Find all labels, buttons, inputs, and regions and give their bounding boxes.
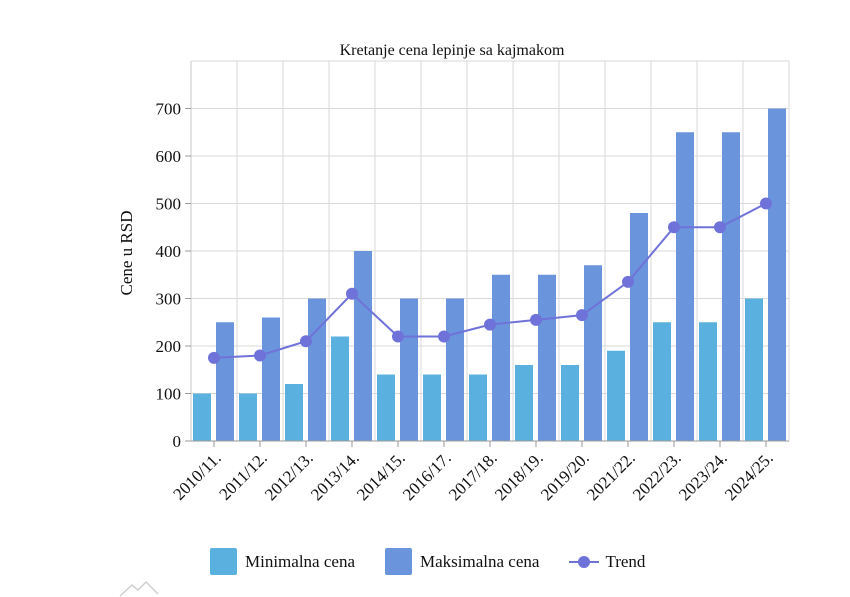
y-tick-label: 100 <box>156 385 182 404</box>
bar-min-9[interactable] <box>607 350 625 441</box>
legend-swatch-min <box>210 548 237 575</box>
trend-point-3[interactable] <box>346 287 358 300</box>
y-tick-label: 400 <box>156 242 182 261</box>
trend-point-9[interactable] <box>622 275 634 288</box>
trend-line <box>208 197 772 364</box>
trend-point-8[interactable] <box>576 309 588 322</box>
bar-min-1[interactable] <box>239 393 257 442</box>
trend-point-0[interactable] <box>208 351 220 364</box>
y-tick-label: 200 <box>156 337 182 356</box>
bar-min-10[interactable] <box>653 322 671 441</box>
bar-max-4[interactable] <box>400 298 418 442</box>
bar-max-3[interactable] <box>354 251 372 441</box>
x-tick-label: 2014/15. <box>353 448 409 504</box>
trend-point-4[interactable] <box>392 330 404 343</box>
bar-max-2[interactable] <box>308 298 326 442</box>
x-tick-label: 2023/24. <box>675 448 731 504</box>
trend-point-6[interactable] <box>484 318 496 331</box>
x-tick-label: 2019/20. <box>537 448 593 504</box>
bar-min-2[interactable] <box>285 384 303 441</box>
bar-min-7[interactable] <box>515 365 533 441</box>
bar-max-9[interactable] <box>630 213 648 441</box>
y-tick-label: 700 <box>156 100 182 119</box>
grid <box>191 61 790 441</box>
bar-max-7[interactable] <box>538 274 556 441</box>
trend-point-1[interactable] <box>254 349 266 362</box>
y-axis-label: Cene u RSD <box>117 211 136 296</box>
legend-label-min: Minimalna cena <box>245 551 355 571</box>
trend-point-12[interactable] <box>760 197 772 210</box>
bar-max-5[interactable] <box>446 298 464 442</box>
bar-max-11[interactable] <box>722 132 740 441</box>
x-tick-label: 2022/23. <box>629 448 685 504</box>
bar-max-6[interactable] <box>492 274 510 441</box>
legend-item-min[interactable]: Minimalna cena <box>210 548 355 575</box>
y-tick-label: 300 <box>156 290 182 309</box>
bar-max-10[interactable] <box>676 132 694 441</box>
y-tick-label: 0 <box>173 432 182 451</box>
x-tick-label: 2021/22. <box>583 448 639 504</box>
legend: Minimalna cena Maksimalna cena Trend <box>210 548 675 575</box>
x-tick-label: 2017/18. <box>445 448 501 504</box>
x-tick-label: 2018/19. <box>491 448 547 504</box>
bar-min-8[interactable] <box>561 365 579 441</box>
x-tick-label: 2013/14. <box>307 448 363 504</box>
bar-min-3[interactable] <box>331 336 349 442</box>
legend-item-trend[interactable]: Trend <box>569 548 645 575</box>
legend-item-max[interactable]: Maksimalna cena <box>385 548 539 575</box>
y-tick-label: 500 <box>156 195 182 214</box>
bar-min-11[interactable] <box>699 322 717 441</box>
y-tick-label: 600 <box>156 147 182 166</box>
bar-max-8[interactable] <box>584 265 602 441</box>
bar-max-1[interactable] <box>262 317 280 442</box>
bar-min-4[interactable] <box>377 374 395 442</box>
x-tick-label: 2010/11. <box>169 448 224 503</box>
bar-min-5[interactable] <box>423 374 441 442</box>
trend-point-11[interactable] <box>714 221 726 234</box>
trend-point-5[interactable] <box>438 330 450 343</box>
x-tick-label: 2024/25. <box>721 448 777 504</box>
x-ticks: 2010/11.2011/12.2012/13.2013/14.2014/15.… <box>169 441 777 504</box>
bar-min-6[interactable] <box>469 374 487 442</box>
bar-max-0[interactable] <box>216 322 234 441</box>
x-tick-label: 2012/13. <box>261 448 317 504</box>
trend-point-10[interactable] <box>668 221 680 234</box>
x-tick-label: 2016/17. <box>399 448 455 504</box>
trend-point-2[interactable] <box>300 335 312 348</box>
mountain-icon <box>119 580 159 597</box>
legend-label-trend: Trend <box>605 551 646 571</box>
legend-swatch-trend <box>569 556 600 568</box>
y-ticks: 0 100 200 300 400 500 600 700 <box>156 100 191 451</box>
trend-point-7[interactable] <box>530 313 542 326</box>
bar-min-12[interactable] <box>745 298 763 442</box>
bar-max-12[interactable] <box>768 108 786 442</box>
legend-label-max: Maksimalna cena <box>420 551 540 571</box>
chart-title: Kretanje cena lepinje sa kajmakom <box>340 42 565 59</box>
bar-min-0[interactable] <box>193 393 211 442</box>
x-tick-label: 2011/12. <box>215 448 270 503</box>
legend-swatch-max <box>385 548 412 575</box>
